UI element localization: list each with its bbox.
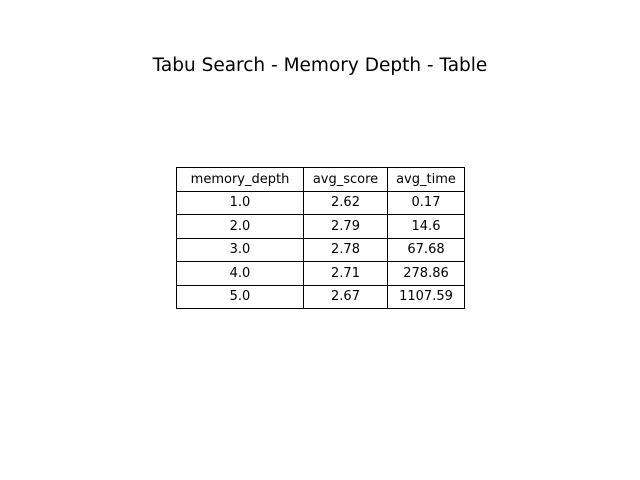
chart-title: Tabu Search - Memory Depth - Table — [152, 55, 488, 76]
column-header-avg-score: avg_score — [303, 167, 388, 192]
column-header-avg-time: avg_time — [387, 167, 465, 192]
table-row: 1.0 2.62 0.17 — [176, 190, 465, 215]
column-header-memory-depth: memory_depth — [176, 167, 304, 192]
cell-avg-score: 2.79 — [303, 214, 388, 239]
cell-memory-depth: 1.0 — [176, 190, 304, 215]
cell-avg-time: 278.86 — [387, 261, 465, 286]
cell-memory-depth: 3.0 — [176, 237, 304, 262]
cell-avg-time: 0.17 — [387, 190, 465, 215]
cell-avg-score: 2.62 — [303, 190, 388, 215]
cell-avg-score: 2.67 — [303, 284, 388, 309]
cell-avg-score: 2.71 — [303, 261, 388, 286]
cell-avg-time: 67.68 — [387, 237, 465, 262]
table-row: 3.0 2.78 67.68 — [176, 237, 465, 262]
table-row: 4.0 2.71 278.86 — [176, 261, 465, 286]
cell-avg-time: 1107.59 — [387, 284, 465, 309]
table-header-row: memory_depth avg_score avg_time — [176, 167, 465, 192]
data-table: memory_depth avg_score avg_time 1.0 2.62… — [176, 167, 465, 309]
cell-avg-score: 2.78 — [303, 237, 388, 262]
cell-memory-depth: 5.0 — [176, 284, 304, 309]
cell-memory-depth: 2.0 — [176, 214, 304, 239]
cell-avg-time: 14.6 — [387, 214, 465, 239]
cell-memory-depth: 4.0 — [176, 261, 304, 286]
table-row: 5.0 2.67 1107.59 — [176, 284, 465, 309]
table-row: 2.0 2.79 14.6 — [176, 214, 465, 239]
